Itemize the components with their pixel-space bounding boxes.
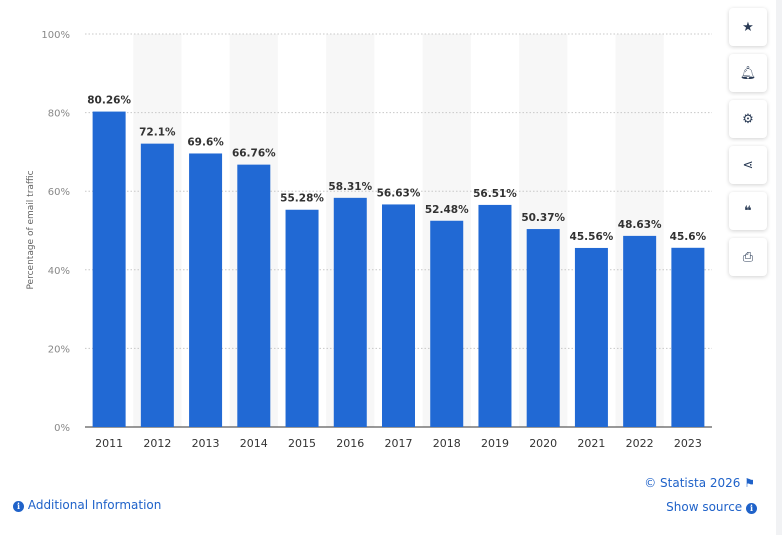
favorite-button[interactable]: ★ xyxy=(729,8,767,46)
x-tick-label: 2012 xyxy=(143,437,171,450)
additional-information-link[interactable]: i Additional Information xyxy=(13,498,161,512)
y-tick-label: 20% xyxy=(48,344,70,355)
bar xyxy=(92,111,126,428)
bar xyxy=(140,143,174,427)
x-tick-label: 2023 xyxy=(674,437,702,450)
data-label: 45.56% xyxy=(570,231,614,243)
y-tick-label: 60% xyxy=(48,187,70,198)
share-icon: ⋖ xyxy=(742,157,754,173)
bar xyxy=(382,204,415,427)
data-label: 72.1% xyxy=(139,127,176,139)
x-tick-label: 2018 xyxy=(433,437,461,450)
scrollbar-track xyxy=(776,0,782,535)
bar xyxy=(478,204,512,427)
x-tick-label: 2019 xyxy=(481,437,509,450)
x-tick-label: 2011 xyxy=(95,437,123,450)
data-label: 58.31% xyxy=(328,181,372,193)
y-tick-label: 80% xyxy=(48,109,70,120)
y-axis-label: Percentage of email traffic xyxy=(26,170,36,289)
y-tick-label: 40% xyxy=(48,266,70,277)
show-source-label: Show source xyxy=(666,500,743,514)
x-tick-label: 2022 xyxy=(626,437,654,450)
x-tick-label: 2015 xyxy=(288,437,316,450)
additional-information-label: Additional Information xyxy=(27,498,162,512)
data-label: 55.28% xyxy=(280,193,324,205)
bar xyxy=(623,235,657,427)
data-label: 69.6% xyxy=(187,136,224,148)
data-label: 45.6% xyxy=(670,231,707,243)
x-tick-label: 2014 xyxy=(240,437,268,450)
bar xyxy=(671,247,705,427)
bar xyxy=(285,209,319,427)
bar xyxy=(333,197,367,427)
settings-button[interactable]: ⚙ xyxy=(729,100,767,138)
x-tick-label: 2017 xyxy=(385,437,413,450)
flag-icon: ⚑ xyxy=(744,476,755,490)
print-button[interactable]: ⎙ xyxy=(729,238,767,276)
x-tick-label: 2020 xyxy=(529,437,557,450)
y-tick-label: 100% xyxy=(41,30,70,41)
data-label: 56.51% xyxy=(473,188,517,200)
quote-icon: ❝ xyxy=(744,203,752,219)
print-icon: ⎙ xyxy=(742,249,754,265)
bar xyxy=(189,153,223,428)
data-label: 80.26% xyxy=(87,95,131,107)
copyright[interactable]: © Statista 2026 ⚑ xyxy=(644,476,755,490)
x-tick-label: 2021 xyxy=(577,437,605,450)
bar xyxy=(237,164,271,428)
notification-button[interactable]: 🔔︎ xyxy=(729,54,767,92)
cite-button[interactable]: ❝ xyxy=(729,192,767,230)
bar xyxy=(526,229,560,427)
star-icon: ★ xyxy=(742,19,754,35)
copyright-label: © Statista 2026 xyxy=(644,476,741,490)
data-label: 66.76% xyxy=(232,148,276,160)
show-source-link[interactable]: Show source i xyxy=(666,500,757,514)
bell-icon: 🔔︎ xyxy=(739,65,757,81)
data-label: 50.37% xyxy=(521,212,565,224)
data-label: 52.48% xyxy=(425,204,469,216)
y-tick-label: 0% xyxy=(54,423,70,434)
info-icon: i xyxy=(746,503,757,514)
bar xyxy=(574,247,608,427)
data-label: 48.63% xyxy=(618,219,662,231)
data-label: 56.63% xyxy=(377,187,421,199)
gear-icon: ⚙ xyxy=(742,111,754,127)
x-tick-label: 2013 xyxy=(192,437,220,450)
info-icon: i xyxy=(13,501,24,512)
x-tick-label: 2016 xyxy=(336,437,364,450)
share-button[interactable]: ⋖ xyxy=(729,146,767,184)
bar xyxy=(430,220,464,427)
